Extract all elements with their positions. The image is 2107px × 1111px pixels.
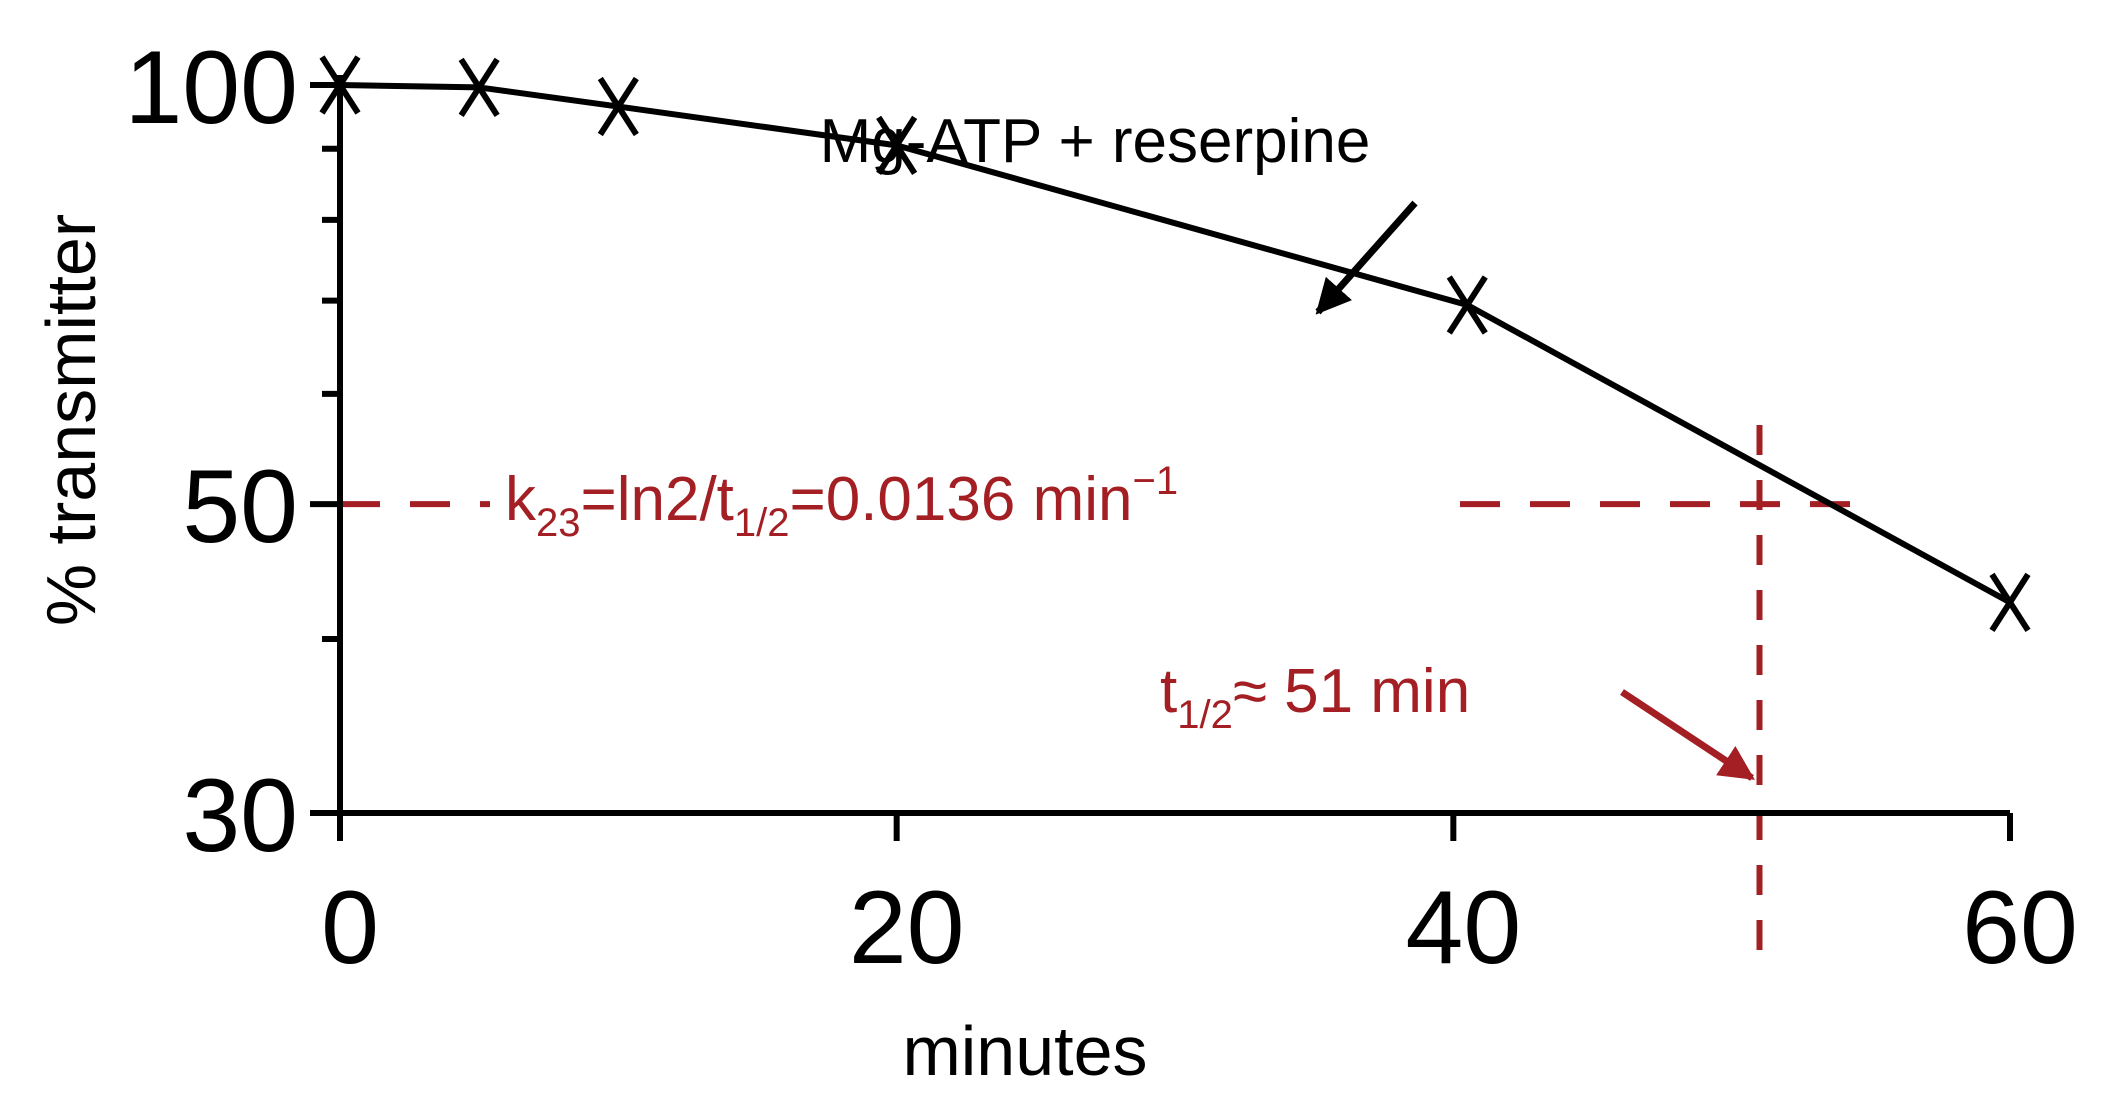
series-annotation-arrow xyxy=(1315,200,1418,315)
series-annotation: Mg-ATP + reserpine xyxy=(820,107,1371,176)
rate-formula: =ln2/t xyxy=(581,465,734,534)
data-point-marker xyxy=(1446,275,1488,335)
data-point-marker xyxy=(458,57,500,118)
half-time-arrow xyxy=(1620,689,1755,781)
rate-half-subscript: 1/2 xyxy=(734,501,790,545)
half-time-annotation: t1/2≈ 51 min xyxy=(1160,657,1470,737)
y-ticks: 30 50 100 xyxy=(124,30,340,874)
data-point-marker xyxy=(597,76,639,137)
marker-stroke xyxy=(1446,275,1488,335)
data-point-marker xyxy=(1989,572,2031,633)
y-axis-title: % transmitter xyxy=(32,214,110,626)
half-time-t: t xyxy=(1160,657,1177,726)
x-tick-label: 0 xyxy=(321,870,379,986)
label-mask xyxy=(490,455,1450,550)
marker-stroke xyxy=(458,57,500,118)
rate-value: =0.0136 min xyxy=(790,465,1133,534)
data-point-marker xyxy=(876,115,918,175)
marker-stroke xyxy=(876,115,918,175)
series-line xyxy=(339,82,2012,606)
marker-stroke xyxy=(319,55,361,115)
rate-k: k xyxy=(505,465,537,534)
y-tick-label: 30 xyxy=(182,758,298,874)
marker-stroke xyxy=(597,76,639,137)
axes xyxy=(310,75,2010,816)
x-tick-label: 40 xyxy=(1405,870,1521,986)
series-layer xyxy=(319,55,2031,633)
x-tick-label: 20 xyxy=(849,870,965,986)
x-axis-title: minutes xyxy=(902,1012,1147,1090)
y-tick-label: 50 xyxy=(182,449,298,565)
x-tick-label: 60 xyxy=(1962,870,2078,986)
marker-stroke xyxy=(1989,572,2031,633)
y-tick-label: 100 xyxy=(124,30,298,146)
reference-lines xyxy=(340,425,1850,950)
rate-k-subscript: 23 xyxy=(536,501,581,545)
half-time-value: ≈ 51 min xyxy=(1233,657,1470,726)
data-point-marker xyxy=(319,55,361,115)
half-time-subscript: 1/2 xyxy=(1177,693,1233,737)
x-ticks: 0 20 40 60 xyxy=(321,813,2078,986)
rate-exponent: −1 xyxy=(1132,459,1178,503)
rate-constant-annotation: k23=ln2/t1/2=0.0136 min−1 xyxy=(505,459,1178,545)
